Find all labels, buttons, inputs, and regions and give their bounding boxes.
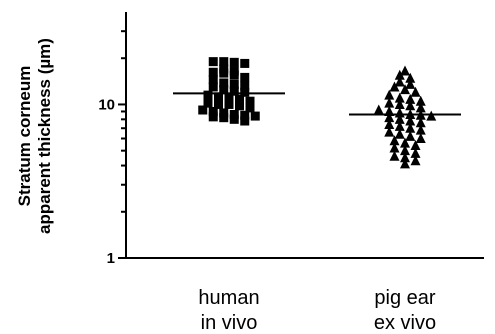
data-point-square — [229, 86, 239, 96]
data-point-square — [250, 111, 260, 121]
data-point-triangle — [415, 117, 426, 128]
data-point-triangle — [405, 78, 416, 89]
data-point-triangle — [415, 133, 426, 144]
data-point-triangle — [410, 155, 421, 166]
data-point-square — [229, 114, 239, 124]
data-point-triangle — [394, 120, 405, 131]
data-point-triangle — [405, 72, 416, 83]
data-point-triangle — [405, 93, 416, 104]
data-point-triangle — [400, 84, 410, 95]
data-point-square — [198, 105, 208, 115]
data-point-square — [219, 57, 229, 67]
data-point-triangle — [415, 95, 426, 106]
data-point-triangle — [400, 145, 410, 156]
plot-points — [173, 57, 461, 169]
data-point-triangle — [394, 76, 405, 87]
data-point-square — [240, 116, 250, 126]
data-point-square — [219, 85, 229, 95]
data-point-square — [219, 78, 229, 88]
data-point-triangle — [410, 140, 421, 151]
data-point-triangle — [400, 158, 410, 169]
data-point-triangle — [384, 89, 395, 100]
data-point-square — [240, 110, 250, 120]
data-point-triangle — [410, 147, 421, 158]
data-point-triangle — [400, 65, 410, 76]
data-point-triangle — [426, 110, 437, 121]
data-point-triangle — [394, 69, 405, 80]
x-category-labels: human in vivo pig ear ex vivo — [198, 287, 436, 334]
data-point-triangle — [400, 137, 410, 148]
data-point-square — [208, 112, 218, 122]
data-point-triangle — [389, 142, 400, 153]
data-point-triangle — [405, 130, 416, 141]
data-point-triangle — [410, 86, 421, 97]
data-point-triangle — [373, 104, 384, 115]
data-point-square — [240, 72, 250, 82]
data-point-triangle — [389, 135, 400, 146]
data-point-square — [208, 57, 218, 67]
category-label-human-line-1: human — [198, 287, 259, 309]
data-point-square — [240, 58, 250, 68]
y-axis-title: Stratum corneum apparent thickness (µm) — [15, 38, 54, 234]
data-point-square — [208, 106, 218, 116]
data-point-square — [208, 82, 218, 92]
data-point-square — [214, 99, 223, 109]
data-point-triangle — [415, 102, 426, 113]
data-point-square — [208, 67, 218, 77]
data-point-triangle — [405, 100, 416, 111]
data-point-triangle — [394, 113, 405, 124]
data-point-square — [229, 79, 239, 89]
data-point-square — [245, 96, 255, 106]
data-point-triangle — [384, 126, 395, 137]
data-point-square — [203, 98, 213, 108]
data-point-square — [203, 90, 213, 100]
data-point-square — [229, 70, 239, 80]
data-point-triangle — [384, 105, 395, 116]
data-point-triangle — [394, 128, 405, 139]
data-point-triangle — [415, 124, 426, 135]
data-point-square — [235, 94, 244, 104]
data-point-triangle — [400, 152, 410, 163]
data-point-triangle — [384, 112, 395, 123]
y-tick-label: 10 — [98, 96, 115, 113]
data-point-triangle — [394, 92, 405, 103]
data-point-triangle — [394, 98, 405, 109]
data-point-triangle — [405, 122, 416, 133]
data-point-square — [219, 108, 229, 118]
category-label-human-line-2: in vivo — [201, 312, 258, 334]
y-tick-label: 1 — [107, 250, 115, 267]
y-ticks: 1 10 — [98, 30, 126, 267]
category-label-pig-ear-line-1: pig ear — [374, 287, 435, 309]
y-axis-title-line-1: Stratum corneum — [15, 66, 34, 207]
data-point-triangle — [384, 97, 395, 108]
data-point-square — [219, 68, 229, 78]
data-point-square — [208, 75, 218, 85]
data-point-triangle — [384, 119, 395, 130]
data-point-square — [224, 99, 234, 109]
category-label-pig-ear-line-2: ex vivo — [374, 312, 436, 334]
data-point-square — [214, 92, 223, 102]
data-point-square — [224, 93, 234, 103]
data-point-triangle — [405, 115, 416, 126]
data-point-square — [229, 57, 239, 67]
data-point-square — [235, 101, 244, 111]
data-point-square — [229, 110, 239, 120]
data-point-square — [240, 87, 250, 97]
data-point-triangle — [389, 150, 400, 161]
y-axis-title-line-2: apparent thickness (µm) — [35, 38, 54, 234]
data-point-square — [240, 81, 250, 91]
data-point-square — [245, 103, 255, 113]
data-point-triangle — [389, 81, 400, 92]
data-point-square — [219, 113, 229, 123]
